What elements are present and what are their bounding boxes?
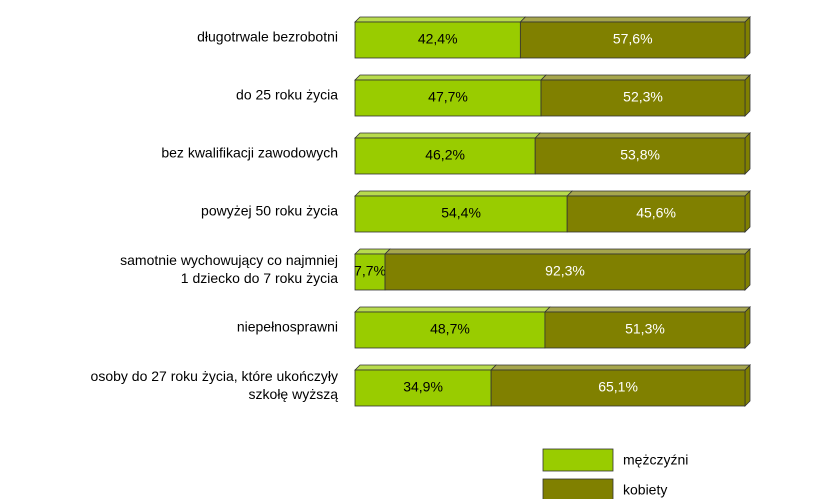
bar bbox=[566, 195, 746, 233]
bar bbox=[354, 21, 521, 59]
bar-top bbox=[519, 16, 751, 23]
value-label: 57,6% bbox=[613, 31, 653, 47]
value-label: 48,7% bbox=[430, 321, 470, 337]
bar-side bbox=[744, 16, 751, 59]
legend-label: kobiety bbox=[623, 482, 667, 498]
bar bbox=[354, 369, 492, 407]
bar-top bbox=[566, 190, 751, 197]
value-label: 51,3% bbox=[625, 321, 665, 337]
bar bbox=[540, 79, 746, 117]
category-label: osoby do 27 roku życia, które ukończyły s… bbox=[91, 368, 339, 402]
value-label: 92,3% bbox=[545, 263, 585, 279]
value-label: 34,9% bbox=[403, 379, 443, 395]
category-label: powyżej 50 roku życia bbox=[201, 203, 338, 219]
bar-top bbox=[354, 190, 574, 197]
bar-top bbox=[354, 16, 527, 23]
bar bbox=[519, 21, 746, 59]
bar-top bbox=[354, 306, 551, 313]
bar bbox=[384, 253, 746, 291]
bar-top bbox=[354, 248, 391, 255]
bar-top bbox=[354, 74, 547, 81]
bar bbox=[354, 253, 386, 291]
bar bbox=[354, 79, 542, 117]
category-label: bez kwalifikacji zawodowych bbox=[161, 145, 338, 161]
bar-top bbox=[534, 132, 751, 139]
bar-top bbox=[490, 364, 751, 371]
value-label: 47,7% bbox=[428, 89, 468, 105]
category-label: do 25 roku życia bbox=[236, 87, 338, 103]
bar-top bbox=[354, 132, 542, 139]
legend-swatch bbox=[542, 448, 614, 472]
category-label: długotrwale bezrobotni bbox=[197, 29, 338, 45]
bar-side bbox=[744, 248, 751, 291]
value-label: 54,4% bbox=[441, 205, 481, 221]
category-label: niepełnosprawni bbox=[237, 319, 338, 335]
bar-top bbox=[540, 74, 751, 81]
bar bbox=[534, 137, 746, 175]
bar bbox=[490, 369, 746, 407]
bar bbox=[354, 137, 536, 175]
value-label: 65,1% bbox=[598, 379, 638, 395]
bar-side bbox=[744, 364, 751, 407]
bar bbox=[354, 195, 568, 233]
legend-label: mężczyźni bbox=[623, 452, 688, 468]
bar-top bbox=[384, 248, 751, 255]
bar-top bbox=[354, 364, 498, 371]
bar bbox=[544, 311, 746, 349]
value-label: 46,2% bbox=[425, 147, 465, 163]
legend-swatch bbox=[542, 478, 614, 499]
value-label: 42,4% bbox=[418, 31, 458, 47]
category-label: samotnie wychowujący co najmniej 1 dzieck… bbox=[120, 252, 338, 286]
value-label: 45,6% bbox=[636, 205, 676, 221]
bar-side bbox=[744, 74, 751, 117]
bar-side bbox=[744, 306, 751, 349]
value-label: 53,8% bbox=[620, 147, 660, 163]
bar-side bbox=[744, 132, 751, 175]
value-label: 7,7% bbox=[354, 263, 386, 279]
bar-top bbox=[543, 306, 751, 313]
bar-side bbox=[744, 190, 751, 233]
value-label: 52,3% bbox=[623, 89, 663, 105]
